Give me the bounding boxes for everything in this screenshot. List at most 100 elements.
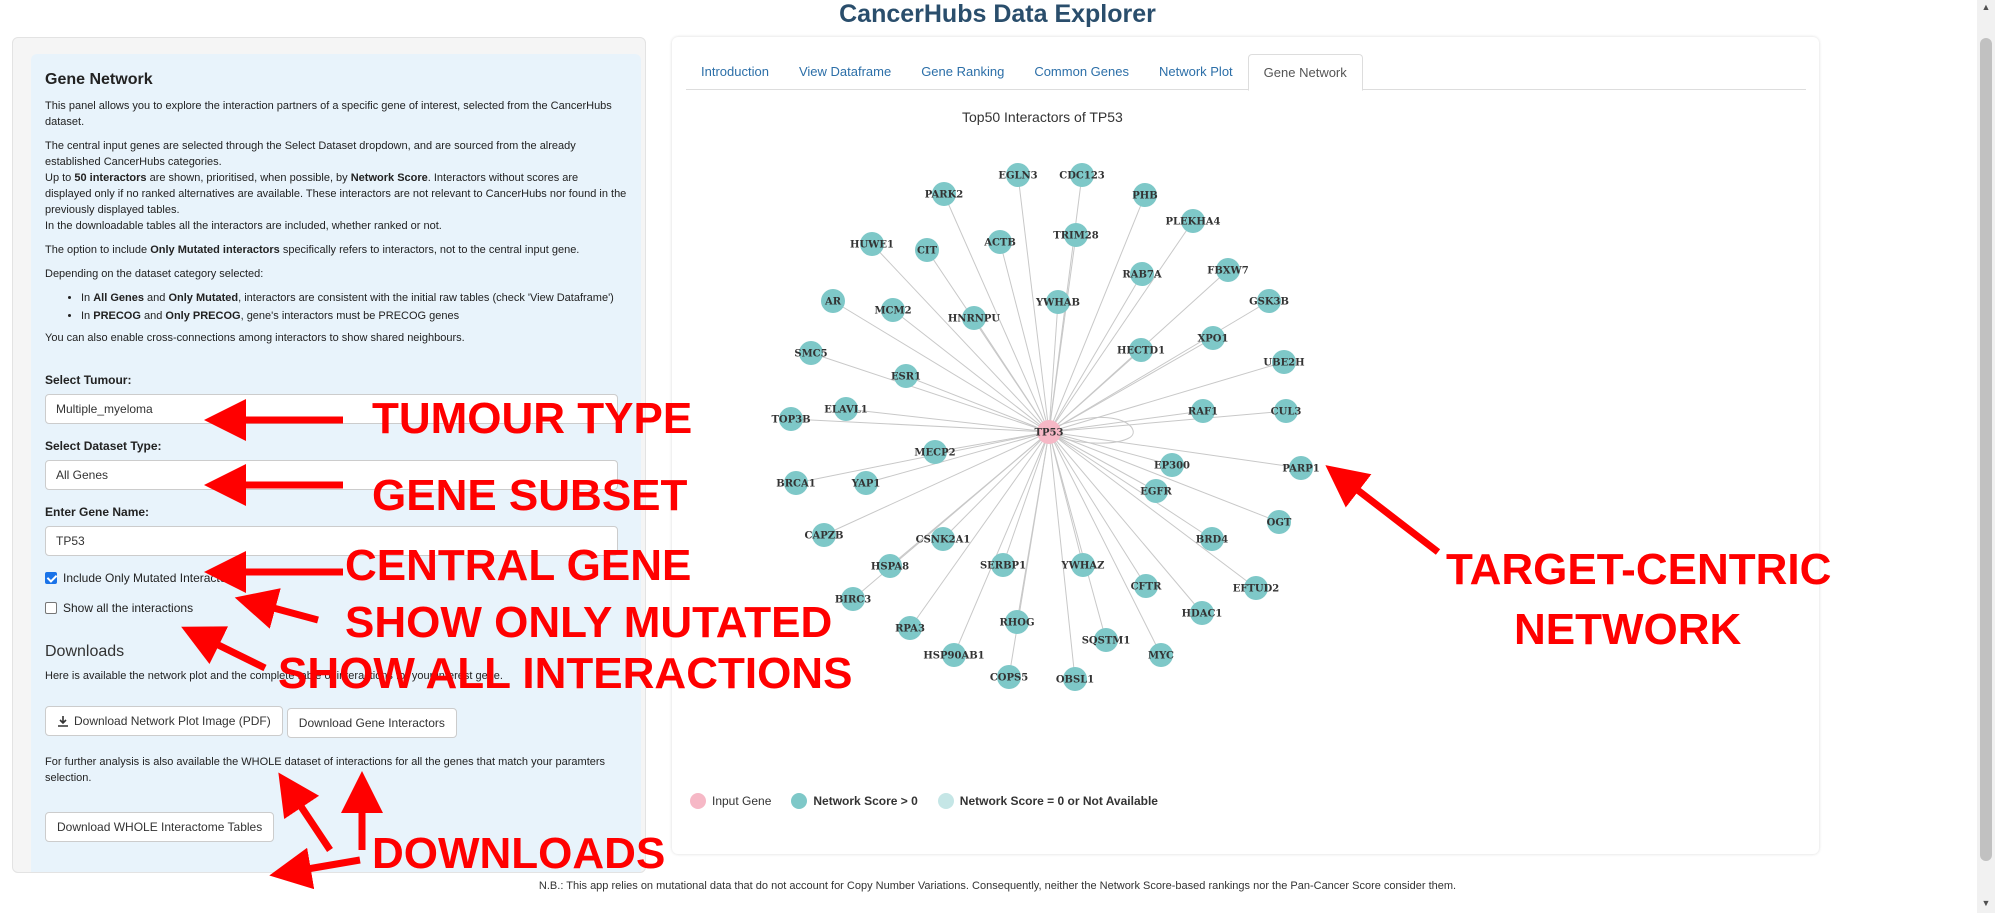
network-node[interactable]: ACTB — [983, 230, 1016, 254]
network-edge — [1048, 273, 1143, 433]
network-node[interactable]: XPO1 — [1198, 326, 1229, 350]
network-node[interactable]: EGFR — [1140, 479, 1172, 503]
network-node[interactable]: MYC — [1148, 643, 1174, 667]
network-node[interactable]: CAPZB — [805, 523, 844, 547]
network-edge — [1048, 431, 1203, 614]
all-interactions-checkbox-label: Show all the interactions — [63, 601, 194, 615]
network-node-label: GSK3B — [1249, 297, 1289, 308]
network-node-label: RHOG — [999, 618, 1034, 629]
network-node[interactable]: HSP90AB1 — [923, 643, 985, 667]
annotation-show-all-interactions: SHOW ALL INTERACTIONS — [278, 649, 853, 698]
scroll-up-icon[interactable]: ▲ — [1981, 2, 1991, 12]
network-node-label: HECTD1 — [1117, 346, 1165, 357]
mutated-checkbox[interactable] — [45, 572, 57, 584]
network-node[interactable]: EGLN3 — [998, 163, 1038, 187]
network-node[interactable]: YWHAZ — [1061, 553, 1105, 577]
network-node[interactable]: RHOG — [999, 610, 1035, 634]
network-node[interactable]: YWHAB — [1035, 290, 1080, 314]
downloads-desc: Here is available the network plot and t… — [45, 670, 503, 682]
network-node[interactable]: CFTR — [1131, 574, 1163, 598]
network-node[interactable]: BIRC3 — [835, 587, 871, 611]
downloadable-text: In the downloadable tables all the inter… — [45, 220, 442, 232]
tab-gene-ranking[interactable]: Gene Ranking — [921, 64, 1005, 79]
network-node[interactable]: PARK2 — [925, 182, 964, 206]
network-node[interactable]: HUWE1 — [850, 232, 894, 256]
category-list: In All Genes and Only Mutated, interacto… — [45, 290, 627, 324]
network-node[interactable]: AR — [821, 289, 845, 313]
network-node-label: SMC5 — [794, 349, 827, 360]
tab-introduction[interactable]: Introduction — [701, 64, 769, 79]
network-node[interactable]: HDAC1 — [1182, 601, 1223, 625]
downloads-heading: Downloads — [45, 643, 125, 660]
network-node[interactable]: UBE2H — [1263, 350, 1305, 374]
network-node[interactable]: OGT — [1267, 510, 1292, 534]
network-node[interactable]: HSPA8 — [871, 554, 909, 578]
network-legend: Input Gene Network Score > 0 Network Sco… — [690, 793, 1178, 809]
network-node[interactable]: EP300 — [1154, 453, 1190, 477]
network-node-label: FBXW7 — [1207, 266, 1249, 277]
network-node[interactable]: BRCA1 — [776, 471, 816, 495]
legend-input: Input Gene — [690, 793, 771, 809]
annotation-tumour-type: TUMOUR TYPE — [372, 394, 693, 443]
network-node[interactable]: TOP3B — [771, 407, 811, 431]
network-node-label: PARK2 — [925, 190, 964, 201]
network-node[interactable]: SMC5 — [794, 341, 828, 365]
network-node[interactable]: CUL3 — [1271, 399, 1302, 423]
tab-view-dataframe[interactable]: View Dataframe — [798, 64, 892, 79]
all-interactions-checkbox-row[interactable]: Show all the interactions — [45, 598, 627, 618]
tab-common-genes[interactable]: Common Genes — [1034, 64, 1129, 79]
network-node[interactable]: CSNK2A1 — [916, 527, 971, 551]
network-node-label: PLEKHA4 — [1165, 217, 1220, 228]
network-node[interactable]: EFTUD2 — [1233, 576, 1280, 600]
network-edge — [905, 375, 1050, 433]
dataset-select[interactable]: All Genes — [45, 460, 618, 490]
page-scrollbar[interactable]: ▲ ▼ — [1977, 0, 1995, 913]
network-node[interactable]: TRIM28 — [1053, 223, 1099, 247]
network-node[interactable]: HNRNPU — [948, 306, 1001, 330]
network-node[interactable]: ELAVL1 — [824, 397, 868, 421]
gene-input[interactable]: TP53 — [45, 526, 618, 556]
network-edge — [999, 241, 1050, 433]
download-whole-button[interactable]: Download WHOLE Interactome Tables — [45, 812, 275, 842]
network-node-label: EP300 — [1154, 461, 1190, 472]
network-node[interactable]: SQSTM1 — [1082, 628, 1131, 652]
network-node[interactable]: OBSL1 — [1056, 667, 1094, 691]
network-node[interactable]: BRD4 — [1196, 527, 1228, 551]
scroll-down-icon[interactable]: ▼ — [1981, 898, 1991, 908]
download-plot-button[interactable]: Download Network Plot Image (PDF) — [45, 706, 283, 736]
network-node[interactable]: GSK3B — [1249, 289, 1289, 313]
network-node[interactable]: PARP1 — [1282, 456, 1320, 480]
network-node-label: XPO1 — [1198, 334, 1229, 345]
network-node[interactable]: RAF1 — [1188, 399, 1218, 423]
mutated-checkbox-row[interactable]: Include Only Mutated Interactors — [45, 568, 627, 588]
tab-gene-network[interactable]: Gene Network — [1247, 54, 1363, 91]
network-node[interactable]: RPA3 — [895, 616, 925, 640]
network-node[interactable]: FBXW7 — [1207, 258, 1249, 282]
network-node-label: BIRC3 — [835, 595, 871, 606]
gene-label: Enter Gene Name: — [45, 505, 150, 519]
download-interactors-button[interactable]: Download Gene Interactors — [286, 708, 457, 738]
network-node-label: RAF1 — [1188, 407, 1218, 418]
network-node[interactable]: COPS5 — [990, 665, 1028, 689]
network-node[interactable]: SERBP1 — [980, 553, 1026, 577]
network-node[interactable]: CDC123 — [1059, 163, 1105, 187]
gene-network-graph[interactable]: EGLN3 CDC123 PARK2 PHB PLEKHA4 HUWE1 ACTB TRIM2… — [672, 37, 1819, 777]
tab-network-plot[interactable]: Network Plot — [1158, 64, 1233, 79]
network-node[interactable]: MCM2 — [874, 298, 912, 322]
network-node[interactable]: PLEKHA4 — [1165, 209, 1221, 233]
network-center-node[interactable]: TP53 — [1035, 420, 1064, 444]
network-edge — [845, 408, 1050, 433]
network-node-label: UBE2H — [1263, 358, 1304, 369]
network-node[interactable]: ESR1 — [891, 364, 921, 388]
network-node[interactable]: CIT — [915, 238, 939, 262]
scroll-thumb[interactable] — [1980, 38, 1992, 861]
all-interactions-checkbox[interactable] — [45, 602, 57, 614]
network-node[interactable]: HECTD1 — [1117, 338, 1165, 362]
network-node[interactable]: PHB — [1132, 183, 1158, 207]
network-node-label: CDC123 — [1059, 171, 1105, 182]
network-edge — [823, 431, 1050, 536]
network-node[interactable]: YAP1 — [851, 471, 881, 495]
network-node[interactable]: MECP2 — [914, 440, 956, 464]
network-node-label: HUWE1 — [850, 240, 894, 251]
network-node[interactable]: RAB7A — [1122, 262, 1162, 286]
